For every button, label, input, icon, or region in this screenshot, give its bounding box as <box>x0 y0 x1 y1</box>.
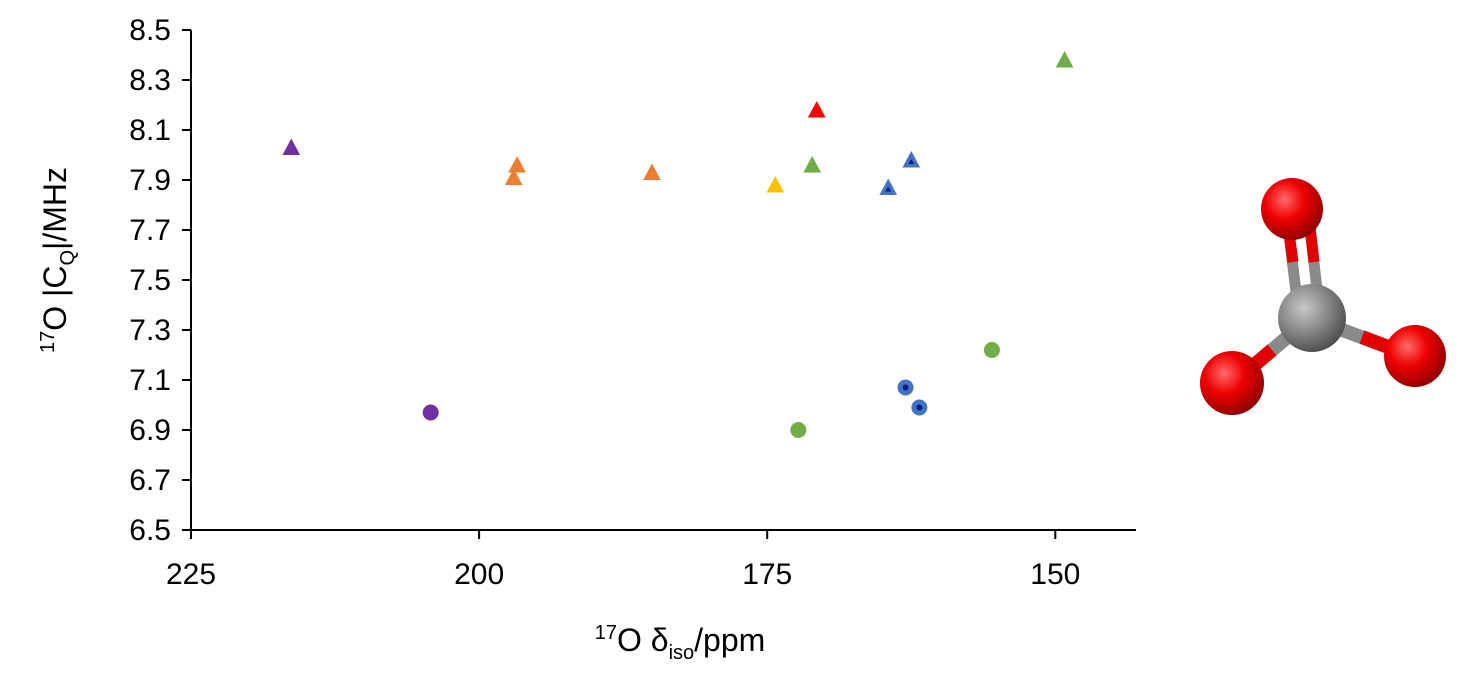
oxygen-atom-top <box>1261 178 1323 240</box>
data-markers <box>282 50 1074 438</box>
y-axis-ticks: 6.5 6.7 6.9 7.1 7.3 7.5 7.7 7.9 8.1 8.3 8.5 <box>129 14 191 547</box>
data-point-triangle <box>766 175 785 193</box>
x-axis-ticks: 225 200 175 150 <box>166 530 1080 591</box>
plot-area: 6.5 6.7 6.9 7.1 7.3 7.5 7.7 7.9 8.1 8.3 8.5 225 200… <box>129 14 1136 591</box>
y-axis-title-sub: Q <box>57 250 79 266</box>
data-point-triangle <box>1055 50 1074 68</box>
y-axis-title: 17O |CQ|/MHz <box>37 167 79 353</box>
data-point-triangle <box>807 100 826 118</box>
x-tick-label: 200 <box>454 558 504 591</box>
y-tick-label: 6.7 <box>129 464 171 497</box>
x-axis-title-sub: iso <box>669 642 695 664</box>
y-tick-label: 7.1 <box>129 364 171 397</box>
y-tick-label: 7.3 <box>129 314 171 347</box>
oxygen-atom-left <box>1200 351 1264 415</box>
y-tick-label: 7.7 <box>129 214 171 247</box>
data-point-triangle <box>643 163 661 180</box>
data-point-inner-mark <box>916 404 923 411</box>
carbonate-molecule <box>1200 178 1446 415</box>
oxygen-atom-right <box>1384 325 1446 387</box>
data-point-inner-mark <box>902 384 909 391</box>
data-point-circle <box>790 422 807 438</box>
y-tick-label: 7.9 <box>129 164 171 197</box>
data-point-inner-mark <box>885 186 892 192</box>
y-tick-label: 6.5 <box>129 514 171 547</box>
x-tick-label: 150 <box>1030 558 1080 591</box>
y-tick-label: 8.5 <box>129 14 171 47</box>
carbon-atom <box>1278 284 1346 352</box>
x-tick-label: 175 <box>742 558 792 591</box>
data-point-triangle <box>508 155 526 173</box>
y-tick-label: 7.5 <box>129 264 171 297</box>
x-axis-title-suffix: /ppm <box>694 622 765 658</box>
y-axis-title-prefix: 17 <box>37 331 59 353</box>
data-point-triangle <box>803 155 821 173</box>
y-axis-title-suffix: |/MHz <box>37 167 73 250</box>
x-tick-label: 225 <box>166 558 216 591</box>
y-tick-label: 6.9 <box>129 414 171 447</box>
x-axis-title-main: O δ <box>617 622 669 658</box>
data-point-triangle <box>282 138 301 155</box>
data-point-inner-mark <box>908 159 915 164</box>
y-tick-label: 8.3 <box>129 64 171 97</box>
data-point-circle <box>983 342 1000 358</box>
data-point-circle <box>422 404 439 421</box>
data-point-triangle <box>504 168 523 185</box>
x-axis-title-prefix: 17 <box>595 622 617 644</box>
y-tick-label: 8.1 <box>129 114 171 147</box>
x-axis-title: 17O δiso/ppm <box>595 622 766 664</box>
y-axis-title-main: O |C <box>37 266 73 331</box>
